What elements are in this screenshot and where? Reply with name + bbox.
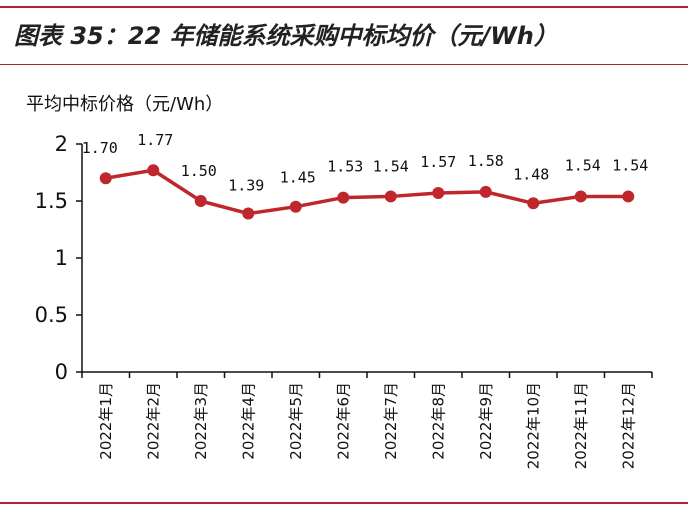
data-label: 1.58 <box>468 152 504 170</box>
top-rule <box>0 6 688 8</box>
data-label: 1.45 <box>280 169 316 187</box>
data-point <box>99 172 112 185</box>
x-tick-label: 2022年12月 <box>619 382 637 469</box>
x-tick-label: 2022年6月 <box>334 382 352 460</box>
x-tick-label: 2022年7月 <box>382 382 400 460</box>
data-labels: 1.70 1.77 1.50 1.39 1.45 1.53 1.54 1.57 1.58 1.48… <box>82 131 649 194</box>
series-line <box>105 168 629 216</box>
data-label: 1.48 <box>513 165 549 183</box>
data-point <box>384 190 397 203</box>
data-point <box>194 195 207 207</box>
y-tick-label: 2 <box>55 132 68 156</box>
data-point <box>432 187 445 200</box>
data-point <box>527 197 540 210</box>
x-tick-label: 2022年4月 <box>239 382 257 460</box>
x-tick-label: 2022年5月 <box>287 382 305 460</box>
x-tick-label: 2022年8月 <box>429 382 447 460</box>
x-tick-label: 2022年11月 <box>572 382 590 469</box>
data-label: 1.54 <box>565 156 601 174</box>
y-tick-label: 1 <box>55 246 68 270</box>
y-axis-label: 平均中标价格（元/Wh） <box>26 94 224 115</box>
data-label: 1.53 <box>327 158 363 176</box>
data-point <box>242 207 255 220</box>
data-label: 1.57 <box>420 153 456 171</box>
data-point <box>337 191 350 204</box>
title-rule <box>0 64 688 65</box>
x-tick-label: 2022年9月 <box>477 382 495 460</box>
x-tick-label: 2022年1月 <box>97 382 115 460</box>
x-tick-label: 2022年3月 <box>192 382 210 460</box>
points <box>99 164 635 220</box>
data-label: 1.54 <box>612 156 648 174</box>
x-ticks: 2022年1月 2022年2月 2022年3月 2022年4月 2022年5月 2022年… <box>81 372 653 469</box>
x-tick-label: 2022年10月 <box>524 382 542 469</box>
data-point <box>289 200 302 213</box>
y-ticks: 0 0.5 1 1.5 2 <box>35 132 82 384</box>
data-label: 1.50 <box>181 162 217 180</box>
data-label: 1.70 <box>82 139 118 157</box>
bottom-rule <box>0 502 688 504</box>
data-point <box>574 190 587 203</box>
data-label: 1.39 <box>228 177 264 195</box>
chart-title: 图表 35：22 年储能系统采购中标均价（元/Wh） <box>14 22 558 50</box>
data-point <box>622 190 635 203</box>
series <box>105 168 629 216</box>
x-tick-label: 2022年2月 <box>144 382 162 460</box>
data-label: 1.77 <box>137 131 173 149</box>
data-point <box>479 185 492 198</box>
data-label: 1.54 <box>373 157 409 175</box>
y-tick-label: 1.5 <box>35 189 68 213</box>
y-tick-label: 0.5 <box>35 303 68 327</box>
y-tick-label: 0 <box>55 360 68 384</box>
data-point <box>147 164 160 177</box>
